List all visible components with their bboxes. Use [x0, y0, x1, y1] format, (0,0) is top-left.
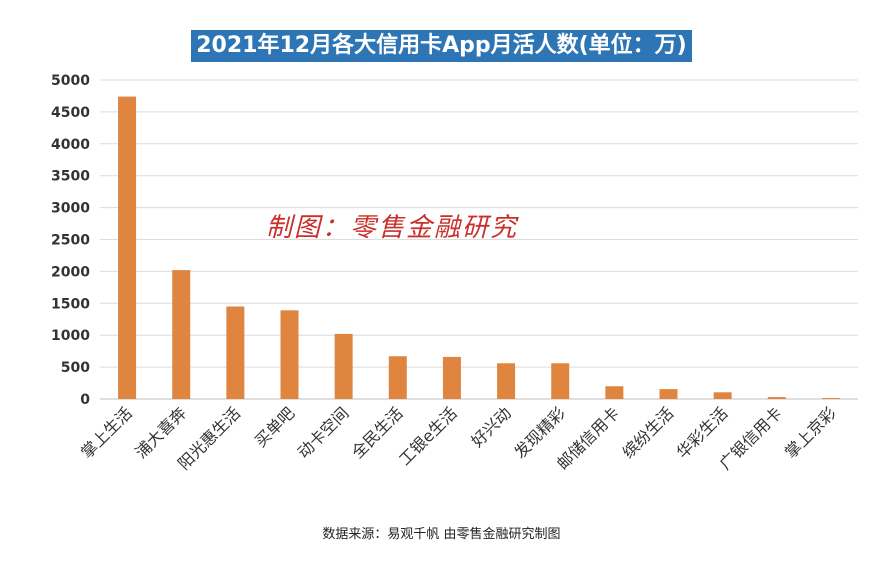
y-axis-ticks: 0 500 1000 1500 2000 2500 3000 3500 4000 4500 5000 [51, 73, 90, 408]
bar-12 [713, 392, 732, 399]
bar-7 [442, 356, 461, 399]
bar-6 [388, 356, 407, 399]
y-tick-label: 4000 [51, 137, 90, 153]
watermark-text: 制图：零售金融研究 [266, 213, 519, 243]
y-tick-label: 500 [61, 360, 90, 376]
bar-13 [767, 397, 786, 399]
title-wrap: 2021年12月各大信用卡App月活人数(单位：万) [0, 30, 883, 62]
bar-4 [280, 310, 299, 399]
x-category-label: 动卡空间 [294, 403, 353, 462]
bar-11 [659, 389, 678, 399]
y-tick-label: 5000 [51, 73, 90, 89]
y-tick-label: 1000 [51, 328, 90, 344]
source-note: 数据来源：易观千帆 由零售金融研究制图 [322, 527, 561, 542]
bar-9 [551, 363, 570, 399]
bar-3 [226, 306, 245, 399]
x-category-label: 工银e生活 [395, 403, 461, 469]
x-category-label: 缤纷生活 [619, 403, 678, 462]
y-tick-label: 1500 [51, 296, 90, 312]
bar-14 [821, 398, 840, 399]
grid-lines [100, 79, 858, 400]
x-category-label: 好兴动 [468, 403, 515, 450]
x-category-label: 买单吧 [251, 403, 298, 450]
bars [118, 96, 840, 399]
x-category-label: 掌上生活 [77, 403, 136, 462]
y-tick-label: 3000 [51, 201, 90, 217]
chart-title: 2021年12月各大信用卡App月活人数(单位：万) [191, 30, 692, 62]
y-tick-label: 2000 [51, 264, 90, 280]
bar-8 [497, 363, 516, 399]
bar-1 [118, 96, 137, 399]
bar-10 [605, 386, 624, 399]
y-tick-label: 2500 [51, 233, 90, 249]
y-tick-label: 4500 [51, 105, 90, 121]
y-tick-label: 0 [80, 392, 90, 408]
y-tick-label: 3500 [51, 169, 90, 185]
x-category-label: 掌上京彩 [781, 403, 840, 462]
bar-2 [172, 270, 191, 399]
bar-5 [334, 333, 353, 399]
